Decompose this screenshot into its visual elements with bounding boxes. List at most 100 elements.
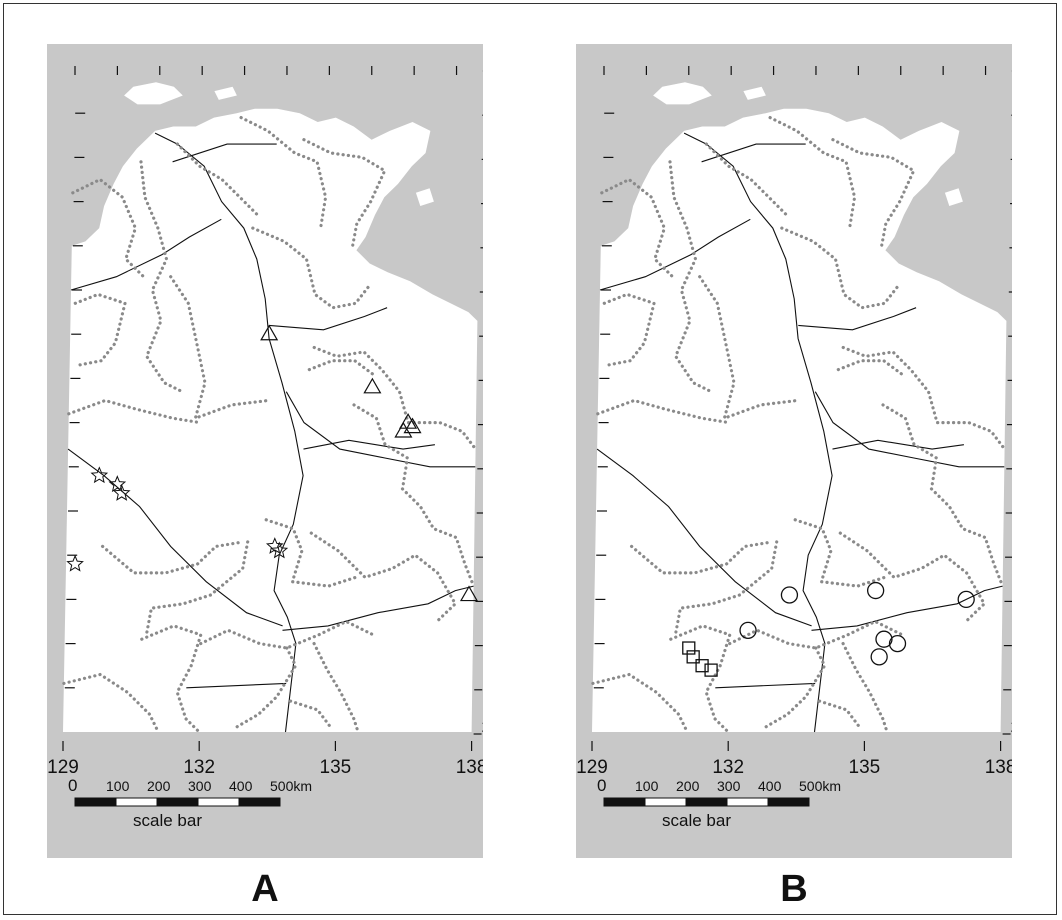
boundary-line [698,275,799,421]
boundary-line [169,275,270,421]
road-line [269,307,388,331]
scale-tick-label: 0 [68,776,77,795]
scale-bar-segment [726,797,769,807]
square-marker-icon [695,659,709,673]
map-b-svg: 1112131415161718192021222324252612913213… [576,66,1012,830]
boundary-line [67,398,202,425]
scale-bar-caption: scale bar [133,811,202,830]
star-marker-icon [66,554,84,572]
island-3 [944,188,963,206]
lat-label-26: 26 [1011,719,1012,736]
square-marker-icon [704,663,718,677]
boundary-line [199,619,375,650]
scale-bar-segment [115,797,158,807]
boundary-line [352,403,476,588]
island-2 [214,86,237,100]
lon-label-135: 135 [849,757,881,778]
road-line [798,307,917,331]
lon-label-135: 135 [320,757,352,778]
panel-label-a: A [251,868,279,910]
boundary-line [602,292,656,367]
boundary-line [234,646,298,730]
boundary-line [307,359,375,376]
lon-label-129: 129 [47,757,79,778]
scale-tick-label: 500km [270,778,312,794]
scale-tick-label: 0 [597,776,606,795]
road-line [186,682,287,689]
map-panel-b: 1112131415161718192021222324252612913213… [576,44,1012,858]
boundary-line [881,403,1005,588]
triangle-marker-icon [260,324,279,341]
island-1 [124,82,183,105]
scale-bar-segment [644,797,687,807]
boundary-line [704,142,789,217]
boundary-line [101,540,245,575]
scale-bar-segment [767,797,810,807]
triangle-marker-icon [399,413,418,429]
island-2 [743,86,766,100]
scale-bar-segment [197,797,240,807]
scale-tick-label: 500km [799,778,841,794]
road-line [596,448,812,627]
boundary-line [668,160,713,394]
circle-marker-icon [866,581,885,600]
lon-label-138: 138 [985,757,1012,778]
road-line [811,585,1003,631]
star-marker-icon [112,483,131,501]
boundary-line [239,116,328,230]
road-line [683,132,833,733]
road-line [172,143,277,163]
lat-label-26: 26 [482,719,483,736]
lat-label-25: 25 [482,675,483,692]
star-marker-icon [108,475,127,493]
boundary-line [817,699,862,730]
boundary-line [309,531,458,624]
scale-bar-segment [603,797,646,807]
scale-bar-segment [685,797,728,807]
scale-bar-caption: scale bar [662,811,731,830]
road-line [715,682,816,689]
boundary-line [831,138,916,252]
scale-bar: 0 100 200 300 400 500km scale bar [597,776,841,830]
road-line [282,585,474,631]
island-3 [415,188,434,206]
star-marker-icon [265,537,284,554]
boundary-line [596,398,731,425]
boundary-line [73,292,127,367]
boundary-line [71,177,146,279]
island-1 [653,82,712,105]
circle-marker-icon [739,621,757,639]
circle-marker-icon [888,634,907,653]
triangle-marker-icon [363,377,382,394]
boundary-line [600,177,675,279]
scale-bar-segment [74,797,117,807]
star-marker-icon [90,466,109,484]
road-line [285,391,476,468]
star-marker-icon [270,541,289,559]
road-line [701,143,806,163]
triangle-marker-icon [394,421,413,438]
scale-tick-label: 100 [106,778,130,794]
map-a-svg: 1112131415161718192021222324252612913213… [47,66,483,830]
land-mass [592,108,1007,733]
lon-label-138: 138 [456,757,483,778]
square-marker-icon [682,641,696,655]
road-line [832,439,964,450]
scale-tick-label: 300 [188,778,212,794]
markers-A [66,324,479,602]
land-mass [63,108,478,733]
boundary-line [836,359,904,376]
road-line [599,218,751,291]
boundary-line [780,226,900,310]
boundary-line [302,138,387,252]
panel-label-b: B [780,868,808,910]
road-line [814,391,1005,468]
square-marker-icon [686,650,700,664]
scale-tick-label: 100 [635,778,659,794]
markers-B [682,581,975,677]
boundary-line [841,345,1007,451]
triangle-marker-icon [403,417,422,434]
boundary-line [669,624,732,734]
boundary-line [288,699,333,730]
map-panel-a: 1112131415161718192021222324252612913213… [47,44,483,858]
